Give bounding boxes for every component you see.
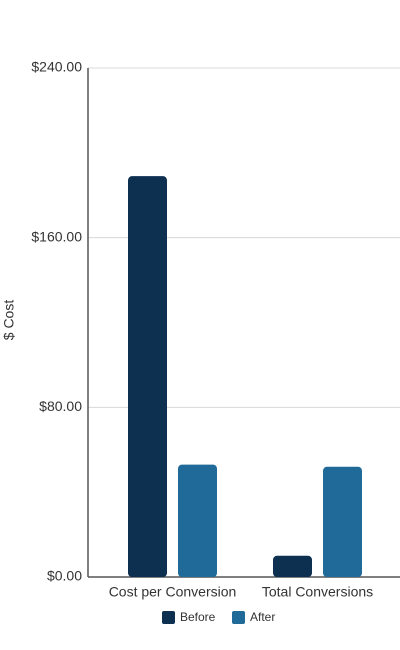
y-tick-label: $0.00: [47, 568, 82, 584]
bar: [128, 176, 167, 577]
bar: [178, 464, 217, 577]
y-axis-label: $ Cost: [1, 300, 17, 341]
legend-label: After: [250, 610, 275, 624]
x-tick-label: Cost per Conversion: [109, 584, 237, 600]
bar: [273, 555, 312, 577]
x-tick-label: Total Conversions: [262, 584, 373, 600]
legend-label: Before: [180, 610, 216, 624]
legend-swatch: [162, 611, 175, 624]
y-tick-label: $160.00: [31, 228, 82, 244]
y-tick-label: $80.00: [39, 398, 82, 414]
bar: [323, 466, 362, 577]
y-tick-label: $240.00: [31, 59, 82, 75]
legend-swatch: [232, 611, 245, 624]
